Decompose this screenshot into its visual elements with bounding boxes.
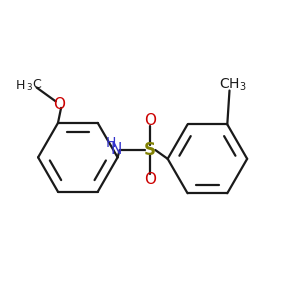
Text: H: H [106, 136, 116, 150]
Text: CH$_3$: CH$_3$ [219, 77, 246, 93]
Text: O: O [53, 97, 65, 112]
Text: $_3$C: $_3$C [26, 78, 43, 93]
Text: N: N [110, 142, 122, 158]
Text: H: H [16, 79, 25, 92]
Text: S: S [144, 141, 156, 159]
Text: O: O [144, 172, 156, 187]
Text: O: O [144, 113, 156, 128]
